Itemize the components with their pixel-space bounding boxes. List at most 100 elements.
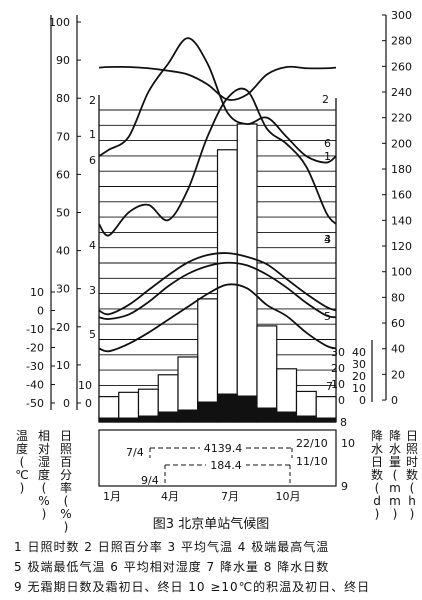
- series-label-2: 2: [89, 94, 96, 107]
- sunshine-percent-axis-title-glyph: 分: [60, 468, 72, 482]
- frost-end: 11/10: [296, 455, 328, 468]
- sunshine-hours-axis-title-glyph: 数: [406, 467, 418, 482]
- precip-days-tick-label: 30: [331, 346, 345, 359]
- temperature-tick-label: -20: [26, 342, 44, 355]
- legend-line-2: 5 极端最低气温 6 平均相对湿度 7 降水量 8 降水日数: [14, 560, 330, 574]
- series-label-8: 8: [340, 416, 347, 429]
- humidity-tick-label: 10: [56, 359, 70, 372]
- series-curve-2: [98, 65, 337, 101]
- series-label-5: 5: [324, 310, 331, 323]
- sunshine-hours-tick-label: 260: [391, 60, 412, 73]
- month-label-jul: 7月: [221, 490, 239, 503]
- precip-tick-label: 10: [352, 382, 366, 395]
- humidity-tick-label: 80: [56, 92, 70, 105]
- accum-value: 4139.4: [204, 442, 243, 455]
- precip-days-axis-title-glyph: d: [373, 494, 381, 508]
- sunshine-hours-axis-title-glyph: 照: [406, 442, 418, 456]
- temperature-axis-title-glyph: (: [20, 455, 25, 469]
- series-label-4: 4: [89, 239, 96, 252]
- series-curve-4: [98, 252, 337, 316]
- humidity-axis-title-glyph: ): [42, 507, 47, 521]
- humidity-tick-label: 0: [63, 397, 70, 410]
- sunshine-hours-tick-label: 240: [391, 86, 412, 99]
- chart-title: 图3 北京单站气候图: [152, 517, 270, 532]
- series-label-9: 9: [341, 480, 348, 493]
- precip-days-area: [98, 393, 337, 423]
- accum-panel-box: [98, 429, 337, 487]
- precip-days-axis-title-glyph: 降: [371, 429, 383, 443]
- series-label-10: 10: [341, 437, 355, 450]
- precip-bar: [236, 123, 258, 423]
- sunshine-hours-tick-label: 140: [391, 214, 412, 227]
- sunshine-percent-axis-title-glyph: 率: [60, 480, 72, 495]
- sunshine-hours-axis-title-glyph: 时: [406, 455, 418, 469]
- series-label-1: 1: [324, 150, 331, 163]
- precip-axis-title-glyph: 降: [389, 429, 401, 443]
- precip-days-axis-title-glyph: 日: [371, 455, 383, 469]
- accum-value-bg: [200, 441, 246, 455]
- sunshine-percent-axis-title-glyph: 照: [60, 442, 72, 456]
- sunshine-hours-axis-title-glyph: 日: [406, 429, 418, 443]
- axis-titles: 温度(℃)相对湿度(%)日照百分率(%)降水日数(d)降水量(mm)日照时数(h…: [15, 429, 418, 534]
- month-label-jan: 1月: [103, 490, 121, 503]
- humidity-axis-title: 相对湿度(%): [38, 429, 50, 521]
- humidity-axis-title-glyph: (: [42, 481, 47, 495]
- precip-days-axis-title-glyph: 水: [371, 442, 383, 456]
- sunshine-percent-tick-label: 0: [85, 397, 92, 410]
- sunshine-hours-tick-label: 100: [391, 266, 412, 279]
- humidity-tick-label: 50: [56, 207, 70, 220]
- precip-days-area-path: [98, 393, 337, 423]
- sunshine-percent-axis-title-glyph: %: [60, 507, 71, 521]
- frost-start: 9/4: [141, 474, 159, 487]
- sunshine-hours-axis-title: 日照时数(h): [406, 429, 418, 521]
- month-label-apr: 4月: [161, 490, 179, 503]
- series-label-6: 6: [324, 137, 331, 150]
- sunshine-hours-tick-label: 200: [391, 137, 412, 150]
- precip-axis-title-glyph: m: [389, 494, 401, 508]
- sunshine-hours-tick-label: 220: [391, 112, 412, 125]
- sunshine-percent-tick-label: 10: [78, 379, 92, 392]
- series-label-4: 4: [324, 233, 331, 246]
- sunshine-percent-axis-title: 日照百分率(%): [60, 429, 72, 534]
- humidity-tick-label: 40: [56, 245, 70, 258]
- precip-days-axis-title: 降水日数(d): [371, 429, 383, 521]
- series-curve-3: [98, 261, 337, 320]
- humidity-axis-title-glyph: 对: [38, 442, 50, 456]
- precip-axis-title-glyph: (: [393, 468, 398, 482]
- temperature-tick-label: 10: [30, 286, 44, 299]
- precip-days-tick-label: 10: [331, 378, 345, 391]
- precip-tick-label: 30: [352, 358, 366, 371]
- sunshine-hours-axis-title-glyph: (: [410, 481, 415, 495]
- temperature-tick-label: -10: [26, 323, 44, 336]
- month-label-oct: 10月: [276, 490, 301, 503]
- temperature-tick-label: 0: [37, 305, 44, 318]
- sunshine-hours-axis-title-glyph: h: [408, 494, 416, 508]
- temperature-tick-label: -40: [26, 379, 44, 392]
- frost-value-bg: [206, 458, 246, 472]
- humidity-tick-label: 90: [56, 54, 70, 67]
- temperature-tick-label: -50: [26, 397, 44, 410]
- sunshine-hours-tick-label: 120: [391, 240, 412, 253]
- right-tick-labels: 3002802602402202001801601401201008060402…: [331, 9, 412, 407]
- temperature-axis-title-glyph: 温: [16, 429, 28, 443]
- sunshine-hours-tick-label: 160: [391, 189, 412, 202]
- temperature-axis-title-glyph: ): [20, 481, 25, 495]
- sunshine-percent-axis-title-glyph: (: [64, 494, 69, 508]
- series-label-1: 1: [89, 128, 96, 141]
- humidity-axis-title-glyph: 度: [38, 467, 50, 482]
- humidity-axis-title-glyph: 相: [38, 429, 50, 443]
- precip-days-axis-title-glyph: ): [375, 507, 380, 521]
- sunshine-percent-axis-title-glyph: ): [64, 520, 69, 534]
- sunshine-hours-tick-label: 0: [391, 394, 398, 407]
- sunshine-hours-tick-label: 80: [391, 291, 405, 304]
- climate-curves: [98, 37, 337, 353]
- series-curve-1: [98, 37, 337, 164]
- series-curve-6: [98, 87, 337, 237]
- left-tick-labels: 1009080706050403020100100-10-20-30-40-50…: [26, 16, 92, 410]
- temperature-tick-label: -30: [26, 360, 44, 373]
- series-label-7: 7: [326, 380, 333, 393]
- precip-days-tick-label: 20: [331, 362, 345, 375]
- sunshine-hours-tick-label: 40: [391, 343, 405, 356]
